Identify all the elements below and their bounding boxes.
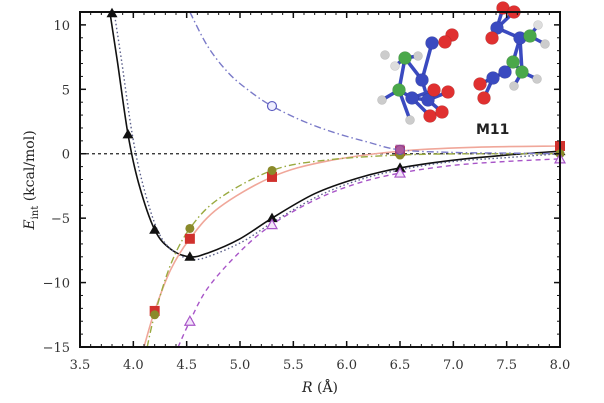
atom	[425, 36, 439, 50]
series-markers-3	[150, 149, 565, 320]
atom	[477, 91, 491, 105]
series-line	[109, 12, 560, 258]
series-line	[146, 152, 560, 347]
y-tick-label: 5	[62, 83, 70, 98]
series-2	[143, 145, 560, 347]
series-line	[143, 145, 560, 347]
atom	[390, 61, 400, 71]
atom	[377, 95, 387, 105]
atom	[438, 35, 452, 49]
y-tick-label: 0	[62, 148, 70, 163]
atom	[533, 20, 543, 30]
y-tick-label: −5	[51, 212, 70, 227]
atom	[485, 31, 499, 45]
atom	[435, 105, 449, 119]
data-point	[184, 251, 196, 261]
atom	[441, 85, 455, 99]
series-line	[177, 158, 560, 347]
series-5	[189, 12, 560, 155]
series-markers-2	[149, 141, 565, 316]
x-tick-label: 4.5	[176, 358, 197, 373]
data-point	[395, 144, 405, 154]
atom	[532, 74, 542, 84]
series-markers-4	[183, 152, 567, 326]
series-layer	[80, 7, 567, 347]
x-tick-label: 7.0	[443, 358, 464, 373]
data-point	[267, 171, 277, 182]
axes: 3.5 4.0 4.5 5.0 5.5 6.0 6.5 7.0 7.5 8.0 10 5 0 −5 −10 −…	[43, 11, 571, 373]
atom	[427, 83, 441, 97]
x-tick-label: 4.0	[123, 358, 144, 373]
atom	[413, 51, 423, 61]
data-point	[185, 223, 195, 233]
series-line	[113, 12, 560, 261]
atom	[398, 51, 412, 65]
atom	[523, 29, 537, 43]
atom	[473, 77, 487, 91]
x-tick-label: 6.5	[390, 358, 411, 373]
x-tick-label: 7.5	[496, 358, 517, 373]
data-point	[393, 166, 407, 178]
atom	[515, 65, 529, 79]
atom	[405, 115, 415, 125]
data-point	[267, 165, 277, 175]
data-point	[122, 128, 134, 139]
x-tick-label: 5.5	[283, 358, 304, 373]
x-tick-label: 6.0	[336, 358, 357, 373]
atom	[421, 93, 435, 107]
atom	[380, 50, 390, 60]
data-point	[266, 212, 278, 223]
data-point	[149, 224, 161, 234]
x-tick-label: 3.5	[70, 358, 91, 373]
y-tick-label: −10	[43, 277, 70, 292]
atom	[392, 83, 406, 97]
atom	[405, 91, 419, 105]
x-tick-label: 8.0	[550, 358, 571, 373]
atom	[540, 39, 550, 49]
y-tick-label: 10	[53, 19, 70, 34]
atom	[498, 65, 512, 79]
atom	[509, 81, 519, 91]
data-point	[265, 218, 279, 230]
molecule-illustration-m11	[377, 1, 550, 125]
series-line	[189, 12, 560, 155]
series-4	[177, 158, 560, 347]
series-0	[109, 12, 560, 258]
atom	[415, 73, 429, 87]
x-tick-label: 5.0	[230, 358, 251, 373]
molecule-label: M11	[476, 122, 509, 138]
x-axis-title: R (Å)	[301, 378, 338, 396]
plot-frame	[79, 11, 561, 348]
atom	[486, 71, 500, 85]
data-point	[184, 233, 195, 244]
y-axis-title: Eint (kcal/mol)	[22, 130, 41, 230]
atom	[423, 109, 437, 123]
series-3	[146, 152, 560, 347]
data-point	[183, 314, 196, 326]
data-point	[150, 310, 160, 320]
atom	[506, 55, 520, 69]
y-tick-label: −15	[43, 341, 70, 356]
data-point	[266, 100, 278, 112]
series-1	[113, 12, 560, 261]
